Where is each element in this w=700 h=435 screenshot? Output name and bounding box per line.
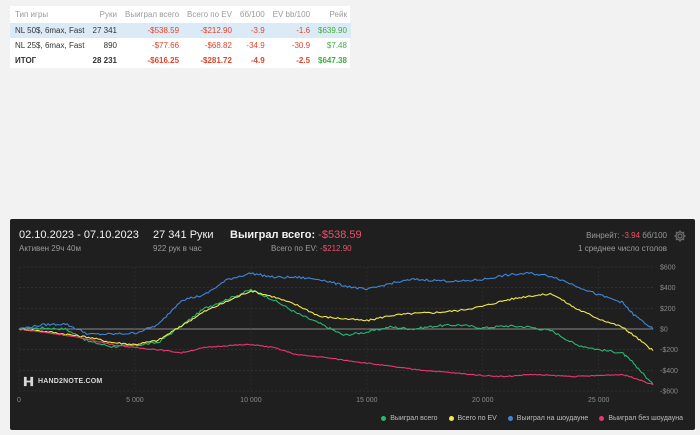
legend-item-non-showdown[interactable]: Выиграл без шоудауна <box>599 415 683 422</box>
col-header-hands[interactable]: Руки <box>99 10 117 19</box>
y-tick-label: -$400 <box>660 368 678 375</box>
cell-hands: 890 <box>103 41 117 50</box>
cell-ev-total: -$212.90 <box>183 23 236 38</box>
winrate-label: Винрейт: <box>586 231 620 240</box>
active-time: Активен 29ч 40м <box>19 244 81 253</box>
legend-dot-showdown <box>507 416 513 421</box>
legend-label-won-total: Выиграл всего <box>390 415 438 422</box>
hand2note-logo-icon <box>23 376 34 387</box>
legend-dot-won-total <box>381 416 387 421</box>
cell-ev-total: -$68.82 <box>204 41 232 50</box>
col-header-game-type[interactable]: Тип игры <box>15 10 49 19</box>
series-line-non-showdown <box>18 328 654 386</box>
cell-bb100: -34.9 <box>246 41 265 50</box>
cell-hands: 28 231 <box>92 56 117 65</box>
avg-tables: 1 среднее число столов <box>578 244 667 253</box>
cell-bb100: -3.9 <box>235 23 269 38</box>
cell-rake: $647.38 <box>318 56 347 65</box>
graph-panel: $600 $400 $200 $0 -$200 -$400 -$600 0 5 000 10 00… <box>10 219 695 430</box>
x-tick-label: 0 <box>17 397 21 404</box>
chart-legend: Выиграл всего Всего по EV Выиграл на шоу… <box>381 415 683 422</box>
x-tick-label: 25 000 <box>588 397 610 404</box>
col-header-bb100[interactable]: бб/100 <box>239 10 265 19</box>
ev-total-label: Всего по EV: <box>271 244 318 253</box>
winrate: Винрейт: -3.94 бб/100 <box>586 231 667 240</box>
y-tick-label: $400 <box>660 285 676 292</box>
x-tick-label: 15 000 <box>356 397 378 404</box>
series-line-showdown <box>19 271 654 336</box>
legend-label-ev-total: Всего по EV <box>457 415 497 422</box>
summary-table: Тип игры Руки Выиграл всего Всего по EV … <box>10 6 351 68</box>
col-header-won-total[interactable]: Выиграл всего <box>124 10 180 19</box>
x-tick-label: 20 000 <box>472 397 494 404</box>
cell-ev-bb100: -2.5 <box>296 56 311 65</box>
winrate-value: -3.94 <box>621 231 641 240</box>
cell-ev-bb100: -1.6 <box>268 23 315 38</box>
date-range[interactable]: 02.10.2023 - 07.10.2023 <box>19 229 139 241</box>
won-total-summary: Выиграл всего: -$538.59 <box>230 229 362 241</box>
col-header-ev-bb100[interactable]: EV bb/100 <box>272 10 311 19</box>
profit-chart[interactable]: $600 $400 $200 $0 -$200 -$400 -$600 0 5 000 10 00… <box>10 219 695 430</box>
table-row[interactable]: NL 50$, 6max, Fast 27 341 -$538.59 -$212… <box>10 23 351 38</box>
cell-ev-total: -$281.72 <box>200 56 232 65</box>
cell-won-total: -$616.25 <box>147 56 180 65</box>
col-header-rake[interactable]: Рейк <box>329 10 347 19</box>
table-total-row[interactable]: ИТОГ 28 231 -$616.25 -$281.72 -4.9 -2.5 … <box>10 53 351 68</box>
hands-per-hour: 922 рук в час <box>153 244 202 253</box>
y-tick-label: $0 <box>660 327 668 334</box>
cell-hands: 27 341 <box>88 23 121 38</box>
legend-dot-non-showdown <box>599 416 605 421</box>
cell-game-type: NL 25$, 6max, Fast <box>15 41 85 50</box>
cell-bb100: -4.9 <box>250 56 265 65</box>
legend-label-showdown: Выиграл на шоудауне <box>516 415 589 422</box>
y-tick-label: $600 <box>660 265 676 272</box>
legend-item-showdown[interactable]: Выиграл на шоудауне <box>507 415 589 422</box>
cell-game-type: NL 50$, 6max, Fast <box>10 23 89 38</box>
ev-total-value: -$212.90 <box>320 244 352 253</box>
winrate-unit: бб/100 <box>642 231 667 240</box>
cell-won-total: -$77.66 <box>151 41 180 50</box>
won-total-label: Выиграл всего: <box>230 229 316 241</box>
legend-item-ev-total[interactable]: Всего по EV <box>448 415 497 422</box>
summary-header-row: Тип игры Руки Выиграл всего Всего по EV … <box>10 6 351 23</box>
legend-dot-ev-total <box>448 416 454 421</box>
hand2note-logo: HAND2NOTE.COM <box>23 376 102 387</box>
y-tick-label: -$600 <box>660 389 678 396</box>
won-total-value: -$538.59 <box>318 229 362 241</box>
cell-ev-bb100: -30.9 <box>291 41 311 50</box>
ev-total-summary: Всего по EV: -$212.90 <box>271 244 352 253</box>
cell-won-total: -$538.59 <box>120 23 184 38</box>
series-line-ev-total <box>18 290 654 352</box>
y-tick-label: $200 <box>660 306 676 313</box>
cell-rake: $639.90 <box>314 23 351 38</box>
hand2note-logo-text: HAND2NOTE.COM <box>38 378 103 385</box>
col-header-ev-total[interactable]: Всего по EV <box>187 10 232 19</box>
y-tick-label: -$200 <box>660 347 678 354</box>
cell-rake: $7.48 <box>326 41 347 50</box>
x-tick-label: 10 000 <box>240 397 262 404</box>
table-row[interactable]: NL 25$, 6max, Fast 890 -$77.66 -$68.82 -… <box>10 38 351 53</box>
legend-label-non-showdown: Выиграл без шоудауна <box>608 415 683 422</box>
hands-count: 27 341 Руки <box>153 229 214 241</box>
legend-item-won-total[interactable]: Выиграл всего <box>381 415 438 422</box>
gear-icon[interactable] <box>673 229 687 243</box>
x-tick-label: 5 000 <box>126 397 144 404</box>
cell-total-label: ИТОГ <box>15 56 37 65</box>
